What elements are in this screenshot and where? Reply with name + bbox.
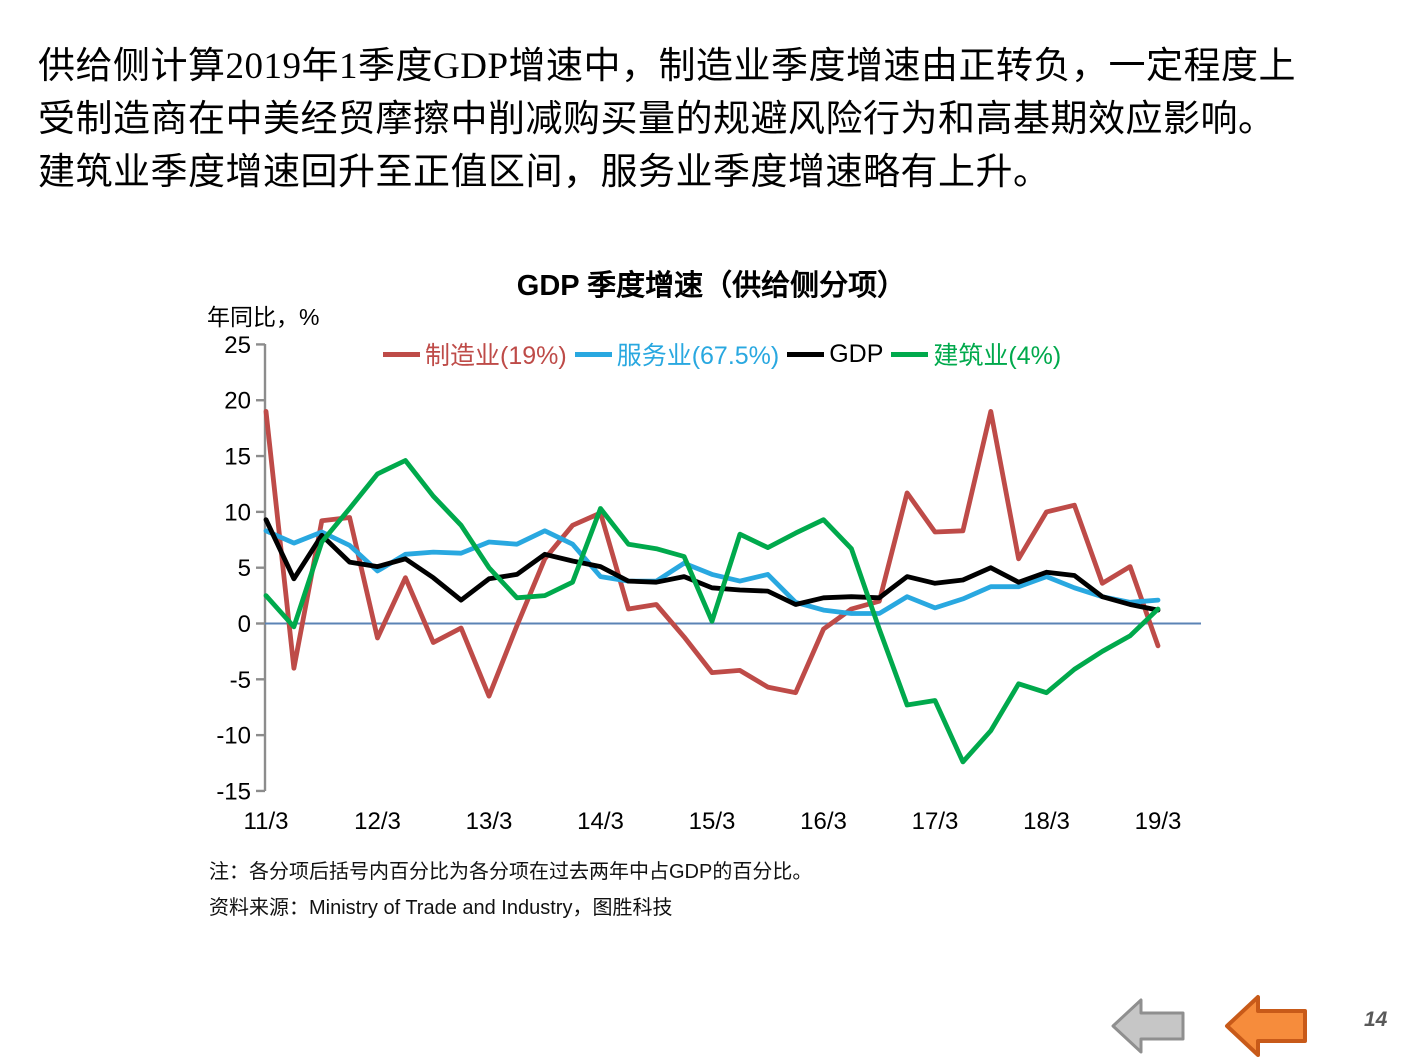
- headline-line-2: 受制造商在中美经贸摩擦中削减购买量的规避风险行为和高基期效应影响。: [38, 99, 1276, 140]
- headline-line-1: 供给侧计算2019年1季度GDP增速中，制造业季度增速由正转负，一定程度上: [38, 46, 1297, 87]
- nav-back-button[interactable]: [1109, 996, 1187, 1056]
- x-axis-tick-label: 12/3: [354, 808, 401, 835]
- legend-label-manufacturing: 制造业(19%): [425, 342, 567, 370]
- x-axis-tick-label: 13/3: [466, 808, 513, 835]
- x-axis-tick-label: 17/3: [912, 808, 959, 835]
- y-axis-tick-label: 20: [224, 388, 251, 415]
- y-axis-tick-label: -5: [230, 667, 251, 694]
- chart-title: GDP 季度增速（供给侧分项）: [516, 270, 907, 302]
- headline: 供给侧计算2019年1季度GDP增速中，制造业季度增速由正转负，一定程度上 受制…: [38, 40, 1383, 199]
- x-axis-tick-label: 19/3: [1135, 808, 1182, 835]
- series-line-服务业(67.5%): [263, 528, 1161, 616]
- y-axis-tick-label: 15: [224, 444, 251, 471]
- legend-label-construction: 建筑业(4%): [933, 342, 1062, 370]
- x-axis-tick-label: 11/3: [244, 808, 289, 835]
- legend-swatch-manufacturing: [383, 351, 420, 357]
- note-line-1: 注：各分项后括号内百分比为各分项在过去两年中占GDP的百分比。: [209, 861, 813, 883]
- series-line-制造业(19%): [263, 408, 1161, 699]
- y-axis-tick-label: -10: [216, 723, 251, 750]
- x-axis-tick-label: 15/3: [689, 808, 736, 835]
- y-axis-tick-label: -15: [216, 778, 251, 805]
- legend-swatch-construction: [891, 351, 929, 357]
- page-number: 14: [1364, 1008, 1388, 1031]
- back-arrow-icon[interactable]: [1111, 998, 1185, 1054]
- note-line-2: 资料来源：Ministry of Trade and Industry，图胜科技: [209, 897, 673, 919]
- y-axis-tick-label: 10: [224, 499, 251, 526]
- legend-item-gdp: GDP: [787, 340, 883, 369]
- legend-swatch-services: [574, 351, 612, 357]
- x-axis-tick-label: 16/3: [800, 808, 847, 835]
- chart-legend: 制造业(19%) 服务业(67.5%) GDP 建筑业(4%): [383, 336, 1069, 372]
- headline-line-3: 建筑业季度增速回升至正值区间，服务业季度增速略有上升。: [38, 152, 1051, 193]
- legend-label-services: 服务业(67.5%): [616, 342, 780, 370]
- chart-notes: 注：各分项后括号内百分比为各分项在过去两年中占GDP的百分比。 资料来源：Min…: [209, 854, 812, 926]
- nav-forward-button[interactable]: [1223, 993, 1309, 1059]
- y-axis-tick-label: 25: [224, 332, 251, 359]
- x-axis-tick-label: 14/3: [577, 808, 624, 835]
- legend-item-manufacturing: 制造业(19%): [383, 336, 567, 372]
- y-axis-tick-label: 0: [238, 611, 251, 638]
- series-line-GDP: [263, 517, 1161, 613]
- legend-item-services: 服务业(67.5%): [574, 336, 780, 372]
- series-line-建筑业(4%): [263, 458, 1161, 765]
- legend-label-gdp: GDP: [829, 339, 884, 368]
- legend-swatch-gdp: [787, 351, 825, 357]
- forward-arrow-icon[interactable]: [1225, 995, 1307, 1057]
- y-axis-unit-label: 年同比，%: [207, 304, 320, 330]
- y-axis-tick-label: 5: [238, 555, 251, 582]
- x-axis-tick-label: 18/3: [1023, 808, 1070, 835]
- legend-item-construction: 建筑业(4%): [891, 336, 1061, 372]
